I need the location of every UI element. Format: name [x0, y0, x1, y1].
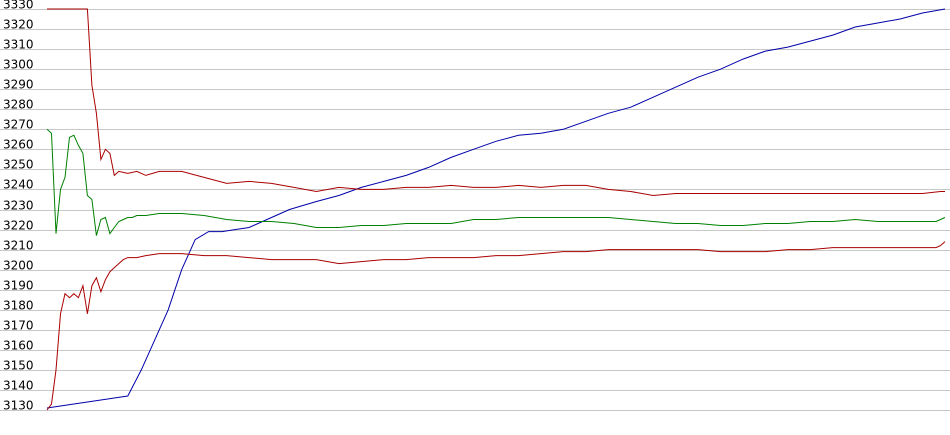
y-tick-label: 3300 [3, 58, 34, 72]
y-tick-label: 3330 [3, 0, 34, 12]
y-tick-label: 3310 [3, 38, 34, 52]
y-tick-label: 3270 [3, 118, 34, 132]
y-tick-label: 3210 [3, 239, 34, 253]
series-lines [46, 8, 946, 411]
y-tick-label: 3150 [3, 359, 34, 373]
y-tick-label: 3190 [3, 279, 34, 293]
y-tick-labels: 3130 3140 3150 3160 3170 3180 3190 3200 3210 3220… [3, 0, 34, 413]
y-tick-label: 3180 [3, 299, 34, 313]
series-line-4 [46, 241, 946, 411]
series-line-1 [46, 8, 946, 409]
series-line-2 [47, 8, 945, 197]
y-tick-label: 3130 [3, 399, 34, 413]
y-tick-label: 3200 [3, 259, 34, 273]
y-tick-label: 3250 [3, 158, 34, 172]
y-tick-label: 3260 [3, 138, 34, 152]
y-tick-label: 3240 [3, 178, 34, 192]
y-tick-label: 3140 [3, 379, 34, 393]
y-tick-label: 3160 [3, 339, 34, 353]
y-tick-label: 3290 [3, 78, 34, 92]
y-tick-label: 3220 [3, 219, 34, 233]
series-line-3 [46, 128, 946, 236]
y-gridlines [0, 9, 950, 411]
y-tick-label: 3280 [3, 98, 34, 112]
y-tick-label: 3230 [3, 199, 34, 213]
y-tick-label: 3320 [3, 18, 34, 32]
y-tick-label: 3170 [3, 319, 34, 333]
